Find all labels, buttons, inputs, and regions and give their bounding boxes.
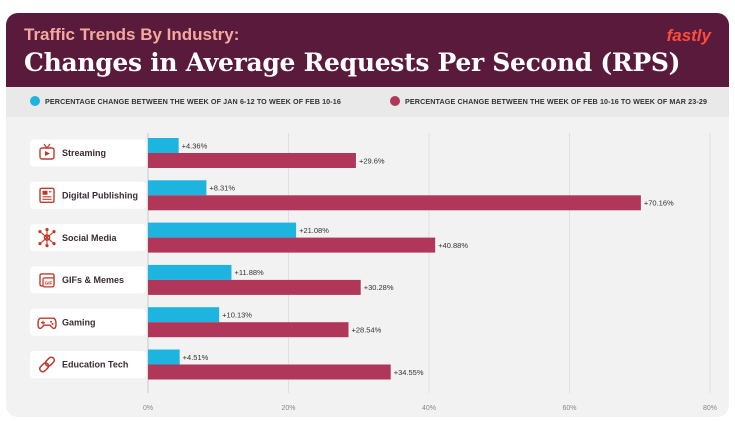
chart-header: Traffic Trends By Industry: Changes in A… [6,13,729,87]
legend: PERCENTAGE CHANGE BETWEEN THE WEEK OF JA… [6,87,729,117]
bar-series-2 [148,322,349,338]
category-label-card [30,181,146,209]
x-tick-label: 20% [281,405,295,412]
legend-label-series-1: PERCENTAGE CHANGE BETWEEN THE WEEK OF JA… [45,97,341,106]
x-tick-label: 80% [703,405,717,412]
category-label: Education Tech [62,360,128,370]
chart-card: Traffic Trends By Industry: Changes in A… [6,13,729,417]
category-label: Gaming [62,317,96,327]
gif-image-icon: GIF [39,273,55,288]
bar-series-2 [148,279,361,295]
category-label-card [30,308,146,336]
legend-item-series-1: PERCENTAGE CHANGE BETWEEN THE WEEK OF JA… [30,96,341,107]
bar-series-1 [148,264,232,280]
data-label-series-2: +34.55% [394,368,424,377]
network-hub-icon [38,228,56,248]
bar-series-2 [148,237,436,253]
data-label-series-1: +8.31% [209,184,235,193]
gamepad-icon [37,317,57,330]
grid-lines [147,133,711,393]
legend-item-series-2: PERCENTAGE CHANGE BETWEEN THE WEEK OF FE… [390,96,708,107]
data-label-series-1: +10.13% [222,311,252,320]
chart-title: Changes in Average Requests Per Second (… [24,48,681,77]
data-label-series-2: +28.54% [351,326,381,335]
legend-swatch-series-1 [30,96,40,107]
bar-series-1 [148,349,180,365]
category-label: Streaming [62,148,106,158]
data-label-series-2: +29.6% [359,156,385,165]
data-label-series-2: +30.28% [364,283,394,292]
bar-series-1 [148,307,220,323]
bar-chart-plot: Streaming Digital Publishing Social Media G… [30,133,717,412]
x-tick-label: 60% [562,405,576,412]
category-label: GIFs & Memes [62,275,124,285]
bar-series-1 [148,180,207,196]
category-label-card [30,351,146,378]
category-label-card [30,139,146,167]
newspaper-icon [39,187,55,204]
tv-play-icon [39,143,55,160]
data-label-series-2: +40.88% [438,241,468,250]
x-axis-ticks: 0% 20% 40% 60% 80% [143,405,717,412]
bar-series-1 [148,222,297,238]
x-tick-label: 0% [143,405,153,412]
category-labels: Streaming Digital Publishing Social Media G… [30,139,146,378]
data-label-series-1: +21.08% [299,226,329,235]
category-label: Social Media [62,233,118,243]
category-label-card [30,224,146,252]
data-label-series-2: +70.16% [644,199,674,208]
link-icon [39,356,55,373]
category-label: Digital Publishing [62,191,138,201]
bar-series-1 [148,138,179,153]
bar-series-2 [148,195,641,211]
svg-text:GIF: GIF [45,280,53,285]
data-label-series-1: +4.51% [183,353,209,362]
data-label-series-1: +4.36% [182,141,208,150]
data-label-series-1: +11.88% [234,268,264,277]
chart-kicker: Traffic Trends By Industry: [24,25,240,44]
bars: +4.36% +29.6% +8.31% +70.16% +21.08% +40.88% +… [148,138,674,380]
bar-series-2 [148,364,391,380]
legend-swatch-series-2 [390,96,400,107]
bar-series-2 [148,153,356,168]
legend-label-series-2: PERCENTAGE CHANGE BETWEEN THE WEEK OF FE… [405,97,708,106]
brand-logo: fastly [666,26,711,45]
category-label-card [30,266,146,294]
x-tick-label: 40% [422,405,436,412]
